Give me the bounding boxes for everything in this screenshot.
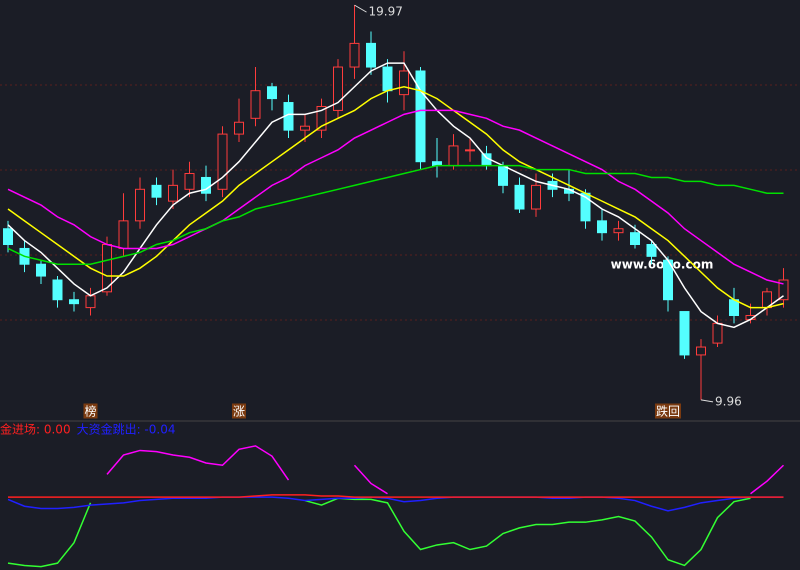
candle-body xyxy=(168,184,178,202)
candle-body xyxy=(151,184,162,198)
candle-body xyxy=(184,173,195,190)
indicator-line xyxy=(7,497,751,568)
candle-body xyxy=(366,42,376,68)
indicator-label: 大资金跳出: -0.04 xyxy=(77,422,176,437)
indicator-line xyxy=(8,494,784,498)
candle-body xyxy=(234,121,244,135)
candle-body xyxy=(382,66,393,92)
candle-body xyxy=(729,299,739,316)
price-annotation: 9.96 xyxy=(715,394,742,408)
candle-body xyxy=(52,279,63,301)
candle-body xyxy=(465,149,475,152)
candle-body xyxy=(415,70,426,163)
candle-body xyxy=(696,346,706,356)
candle-body xyxy=(217,133,228,190)
candle-body xyxy=(3,228,13,246)
candle-body xyxy=(399,70,409,96)
candle-body xyxy=(531,184,541,210)
indicator-line xyxy=(7,496,784,512)
annotation-arrow xyxy=(354,4,367,13)
indicator-line xyxy=(7,164,784,265)
signal-box xyxy=(83,403,98,419)
candle-body xyxy=(316,105,327,131)
candle-body xyxy=(118,220,129,249)
signal-label: 榜 xyxy=(84,404,96,419)
signal-box xyxy=(654,403,682,419)
candle-body xyxy=(69,299,79,305)
watermark: www.6o7o.com xyxy=(611,258,714,272)
candle-body xyxy=(778,279,789,301)
candle-body xyxy=(646,244,657,257)
candle-body xyxy=(349,42,360,68)
signal-label: 涨 xyxy=(233,404,245,419)
candle-body xyxy=(135,188,145,222)
candle-body xyxy=(514,184,525,210)
candle-body xyxy=(201,176,211,194)
annotation-arrow xyxy=(700,399,714,403)
candle-body xyxy=(300,125,310,131)
indicator-line xyxy=(7,85,784,309)
candle-body xyxy=(85,295,96,309)
candle-body xyxy=(250,90,261,119)
price-annotation: 19.97 xyxy=(369,5,403,19)
candle-body xyxy=(448,145,459,167)
candle-body xyxy=(498,165,508,186)
candle-body xyxy=(36,263,46,277)
indicator-line xyxy=(106,445,785,495)
indicator-line xyxy=(7,109,784,285)
candle-body xyxy=(630,232,640,246)
candle-body xyxy=(613,228,624,234)
candle-body xyxy=(333,66,343,111)
signal-label: 跌回 xyxy=(656,404,680,419)
candle-body xyxy=(597,220,607,234)
candle-body xyxy=(267,86,277,100)
indicator-label: 金进场: 0.00 xyxy=(0,422,71,437)
candle-body xyxy=(679,311,690,356)
candle-body xyxy=(712,322,723,344)
signal-box xyxy=(231,403,247,419)
